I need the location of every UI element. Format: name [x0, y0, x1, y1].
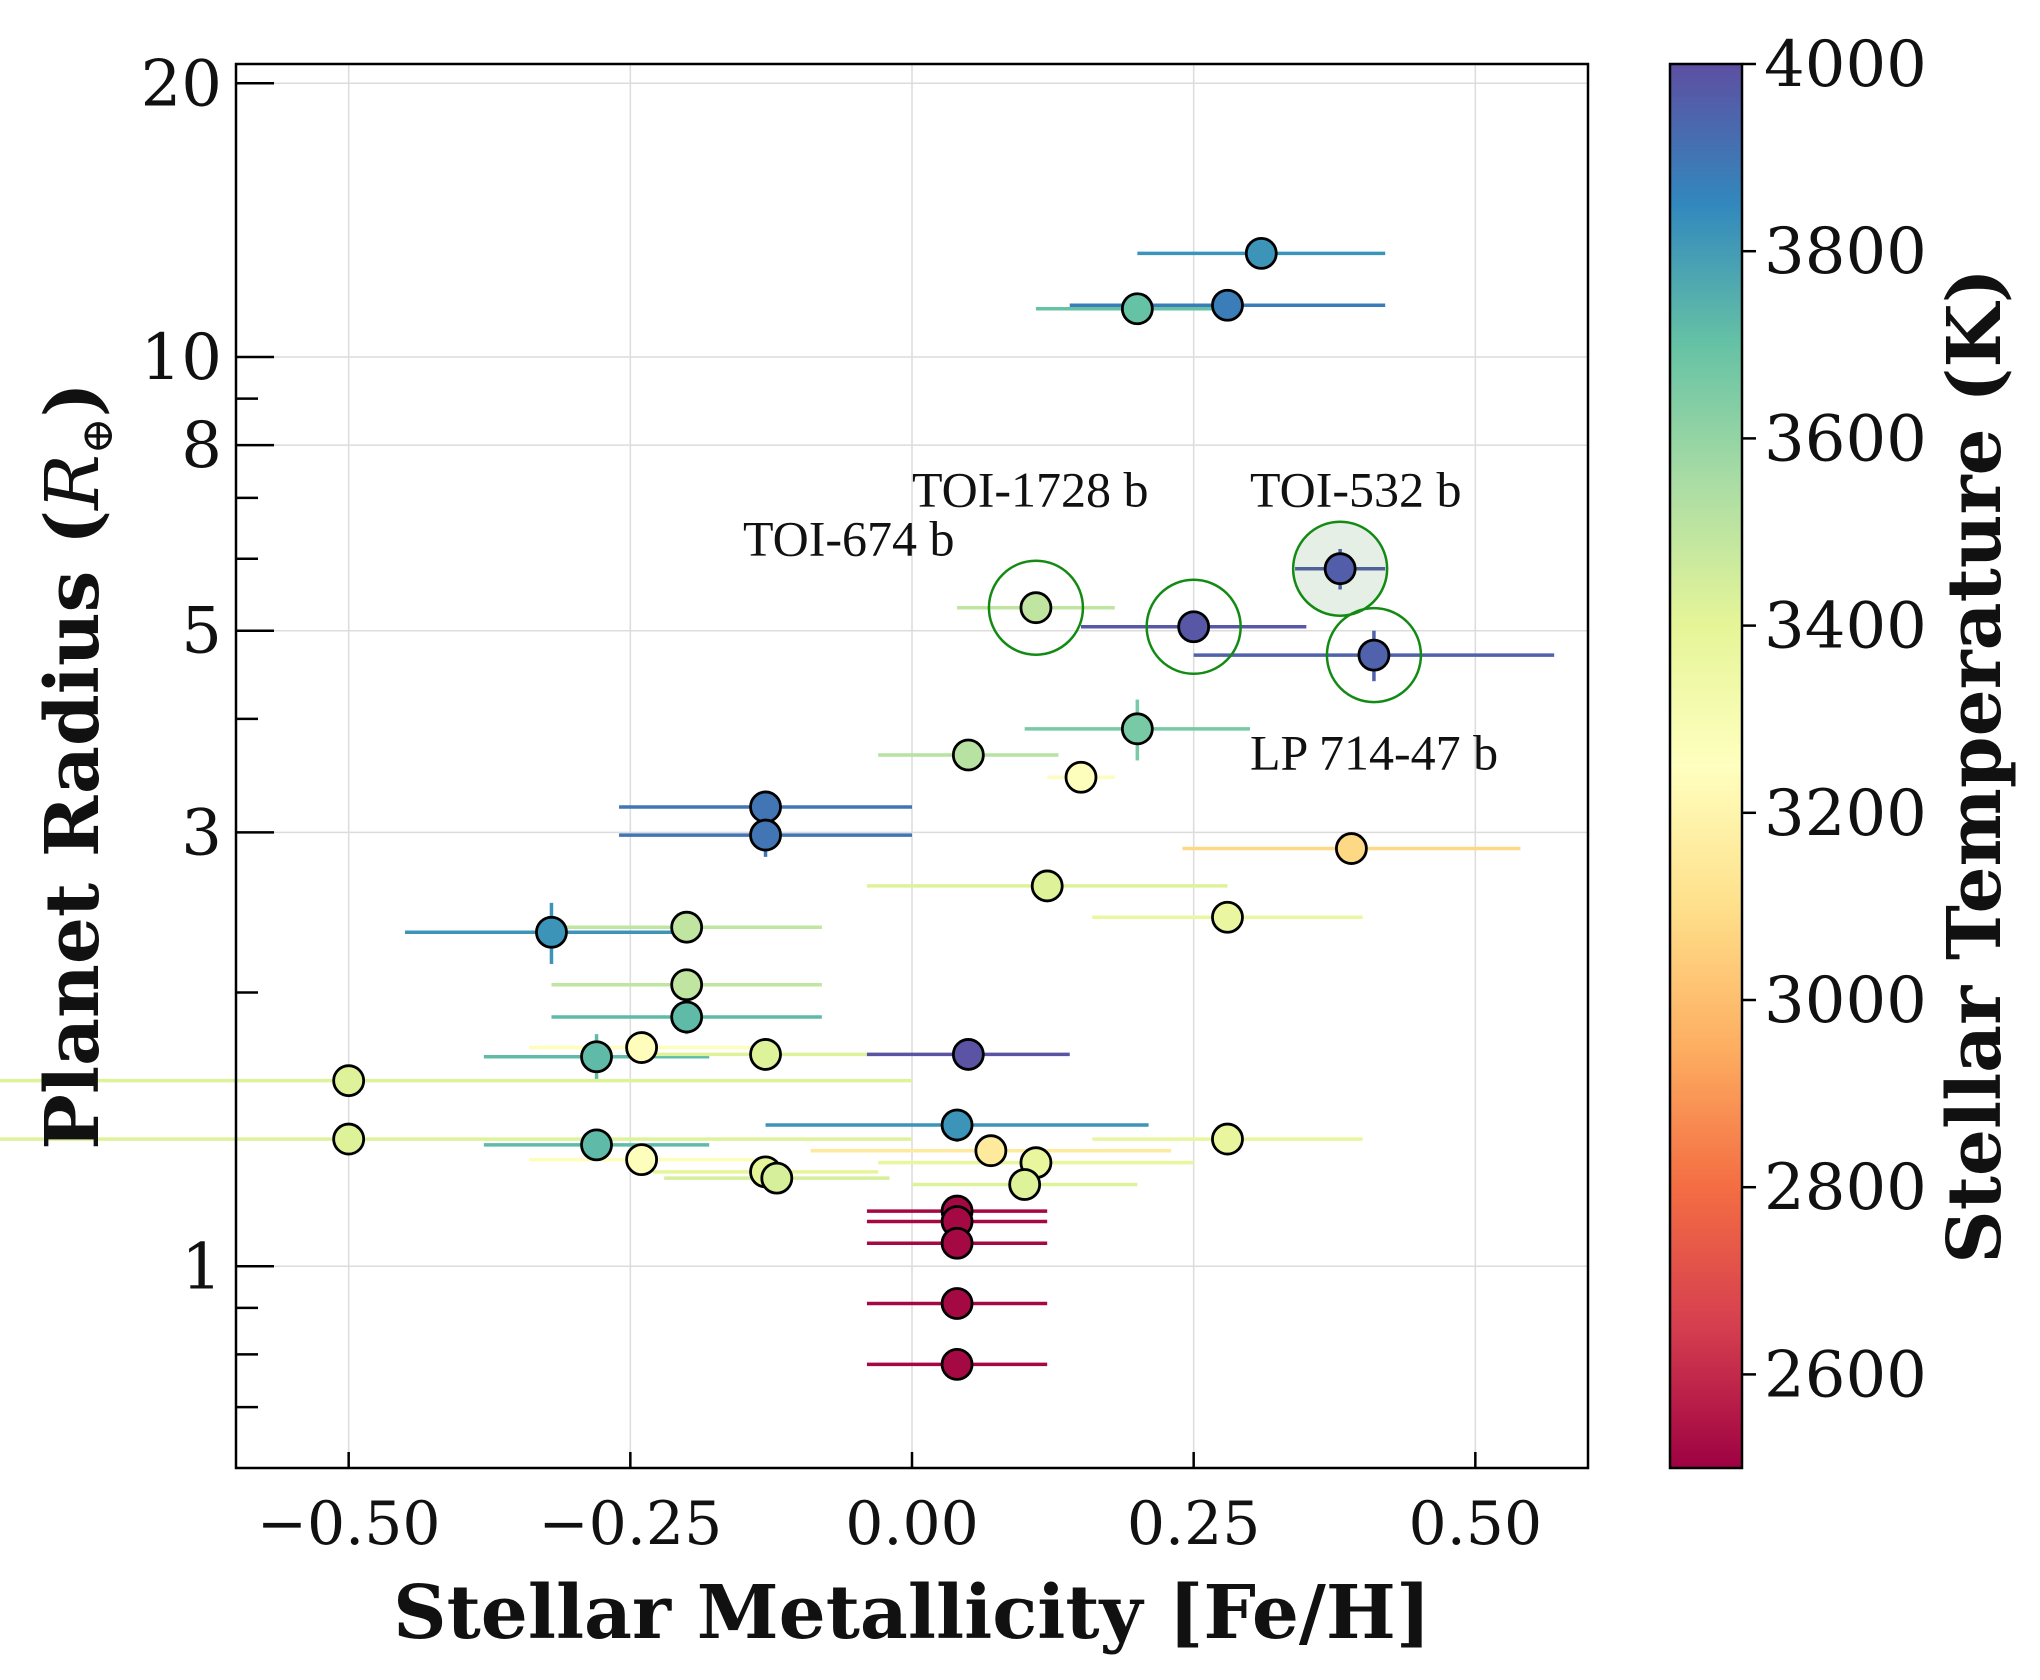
y-tick-label: 5 — [181, 595, 222, 669]
data-point — [951, 1038, 985, 1071]
colorbar-tick-label: 3800 — [1764, 215, 1927, 289]
axis-ticks: −0.50 −0.25 0.00 0.25 0.50 1 3 5 8 10 20 — [141, 47, 1543, 1559]
data-point — [670, 910, 704, 944]
data-point — [1211, 1122, 1244, 1156]
data-point — [1064, 760, 1098, 794]
data-point — [332, 1122, 366, 1156]
y-tick-label: 8 — [181, 409, 222, 483]
planet-label: TOI-674 b — [743, 510, 955, 566]
data-point — [670, 968, 704, 1002]
data-point — [760, 1161, 794, 1195]
data-point — [625, 1143, 658, 1177]
highlight-ring — [987, 559, 1085, 656]
colorbar: 2600 2800 3000 3200 3400 3600 3800 4000 — [1668, 28, 1927, 1470]
data-point — [940, 1108, 974, 1142]
data-point — [1120, 712, 1154, 746]
plot-grid — [236, 64, 1588, 1468]
data-point — [1211, 900, 1244, 934]
data-point — [535, 915, 568, 949]
data-point — [1323, 552, 1357, 586]
data-point — [951, 738, 985, 772]
data-point — [580, 1128, 613, 1162]
colorbar-tick-label: 2800 — [1764, 1151, 1927, 1225]
data-point — [749, 818, 782, 852]
data-point — [940, 1226, 974, 1260]
data-point — [1008, 1168, 1042, 1201]
colorbar-tick-label: 3200 — [1764, 777, 1927, 851]
planet-label: LP 714-47 b — [1250, 724, 1498, 780]
data-point — [974, 1134, 1008, 1168]
data-point — [1120, 292, 1154, 326]
planet-label: TOI-1728 b — [912, 461, 1149, 517]
data-point — [1244, 236, 1278, 270]
data-points — [332, 236, 1391, 1381]
data-point — [940, 1347, 974, 1381]
y-tick-label: 3 — [181, 796, 222, 870]
y-tick-label: 1 — [181, 1230, 222, 1304]
highlight-ring — [1325, 606, 1423, 704]
colorbar-gradient — [1670, 64, 1742, 1468]
x-tick-label: −0.50 — [257, 1489, 441, 1559]
y-tick-label: 10 — [141, 321, 222, 395]
planet-label: TOI-532 b — [1250, 461, 1462, 517]
x-axis-title: Stellar Metallicity [Fe/H] — [393, 1570, 1431, 1656]
x-tick-label: −0.25 — [538, 1489, 722, 1559]
colorbar-tick-label: 2600 — [1764, 1338, 1927, 1412]
colorbar-frame — [1668, 62, 1744, 1470]
colorbar-tick-label: 3600 — [1764, 402, 1927, 476]
data-point — [1030, 869, 1064, 903]
data-point — [940, 1287, 974, 1320]
data-point — [749, 1038, 782, 1071]
data-point — [749, 790, 782, 824]
data-point — [332, 1064, 366, 1098]
y-tick-label: 20 — [141, 47, 222, 121]
y-axis-title: Planet Radius (R⊕) — [30, 382, 123, 1149]
colorbar-tick-label: 3400 — [1764, 590, 1927, 664]
x-tick-label: 0.00 — [845, 1489, 979, 1559]
highlight-rings — [987, 520, 1423, 704]
x-tick-label: 0.25 — [1127, 1489, 1261, 1559]
colorbar-tick-label: 3000 — [1764, 964, 1927, 1038]
colorbar-title: Stellar Temperature (K) — [1932, 268, 2018, 1264]
data-point — [1177, 610, 1211, 644]
data-point — [580, 1040, 613, 1074]
data-point — [625, 1031, 658, 1064]
highlight-ring — [1145, 578, 1242, 676]
data-point — [1019, 591, 1053, 625]
colorbar-tick-label: 4000 — [1764, 28, 1927, 102]
data-point — [670, 1000, 704, 1034]
data-point — [1335, 832, 1368, 865]
data-point — [1357, 638, 1391, 672]
x-tick-label: 0.50 — [1409, 1489, 1543, 1559]
data-point — [1211, 288, 1244, 322]
planet-annotations: TOI-1728 b TOI-532 b TOI-674 b LP 714-47 b — [743, 461, 1498, 780]
